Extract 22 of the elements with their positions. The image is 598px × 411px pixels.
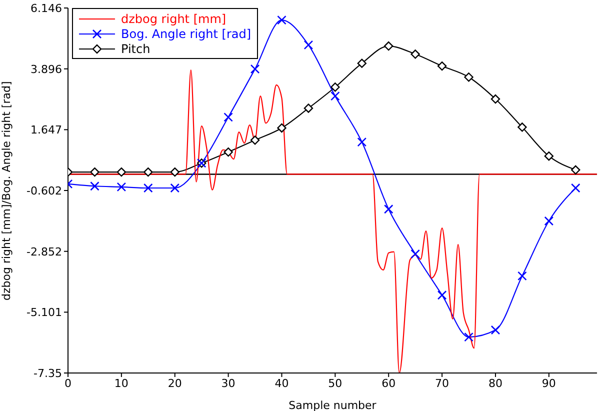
y-tick-label: -0.602 bbox=[26, 184, 62, 198]
y-tick-label: -5.101 bbox=[26, 306, 62, 320]
x-tick-label: 80 bbox=[488, 376, 502, 390]
legend-label: Pitch bbox=[121, 42, 150, 56]
x-axis-title: Sample number bbox=[288, 399, 377, 411]
y-tick-label: -2.852 bbox=[26, 245, 62, 258]
x-tick-label: 30 bbox=[221, 376, 236, 390]
x-tick-label: 40 bbox=[274, 376, 289, 390]
x-tick-label: 10 bbox=[114, 376, 128, 390]
y-tick-label: -7.35 bbox=[34, 366, 62, 380]
legend-label: dzbog right [mm] bbox=[121, 12, 226, 26]
legend-label: Bog. Angle right [rad] bbox=[121, 26, 252, 40]
y-tick-label: 1.647 bbox=[30, 124, 62, 137]
y-tick-label: 6.146 bbox=[30, 2, 62, 15]
x-tick-label: 70 bbox=[435, 376, 450, 390]
x-tick-label: 90 bbox=[542, 376, 556, 390]
y-tick-label: 3.896 bbox=[30, 62, 62, 76]
y-axis-title: dzbog right [mm]/Bog. Angle right [rad] bbox=[0, 81, 13, 300]
x-tick-label: 20 bbox=[168, 376, 182, 390]
x-tick-label: 50 bbox=[328, 376, 342, 390]
x-tick-label: 60 bbox=[382, 376, 396, 390]
x-tick-label: 0 bbox=[64, 376, 72, 390]
